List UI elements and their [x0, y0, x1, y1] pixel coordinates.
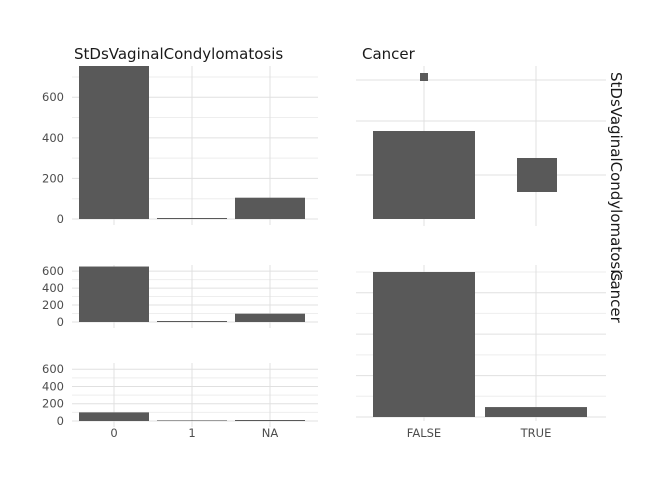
panel-bottom-left-upper-bar [72, 265, 318, 328]
panel-top-left-bar [72, 66, 318, 225]
bar [157, 218, 227, 219]
y-tick-label: 600 [42, 264, 64, 278]
y-tick-label: 400 [42, 281, 64, 295]
row-strip-stds-vaginal: StDsVaginalCondylomatosis [607, 72, 625, 281]
bar [157, 321, 227, 322]
x-tick-labels: 0 1 NA FALSE TRUE [110, 426, 551, 440]
y-tick-label: 200 [42, 397, 64, 411]
bar [157, 420, 227, 421]
y-tick-label: 0 [57, 414, 64, 428]
x-tick-label: FALSE [407, 426, 441, 440]
bar [235, 420, 305, 421]
bar [79, 266, 149, 322]
bar [485, 407, 587, 417]
bar [235, 197, 305, 219]
bar [79, 412, 149, 421]
bar [235, 313, 305, 322]
y-tick-label: 0 [57, 212, 64, 226]
y-tick-label: 200 [42, 298, 64, 312]
y-tick-label: 600 [42, 90, 64, 104]
bar [373, 272, 475, 417]
x-tick-label: NA [262, 426, 279, 440]
column-title-stds-vaginal: StDsVaginalCondylomatosis [74, 45, 283, 63]
bar [79, 66, 149, 219]
y-tick-label: 0 [57, 315, 64, 329]
column-title-cancer: Cancer [362, 45, 416, 63]
y-tick-label: 600 [42, 362, 64, 376]
outlier-point [420, 73, 428, 81]
row-strip-cancer: Cancer [607, 270, 625, 324]
y-tick-label: 200 [42, 171, 64, 185]
y-tick-label: 400 [42, 379, 64, 393]
y-tick-labels: 0 200 400 600 0 200 400 600 0 200 400 600 [42, 90, 64, 428]
panel-top-right-box [356, 66, 606, 226]
x-tick-label: TRUE [520, 426, 552, 440]
box-true [517, 158, 557, 192]
x-tick-label: 1 [188, 426, 195, 440]
panel-bottom-left-lower-bar [72, 363, 318, 427]
x-tick-label: 0 [110, 426, 117, 440]
y-tick-label: 400 [42, 131, 64, 145]
box-false [373, 131, 475, 219]
panel-bottom-right-bar [356, 265, 606, 421]
